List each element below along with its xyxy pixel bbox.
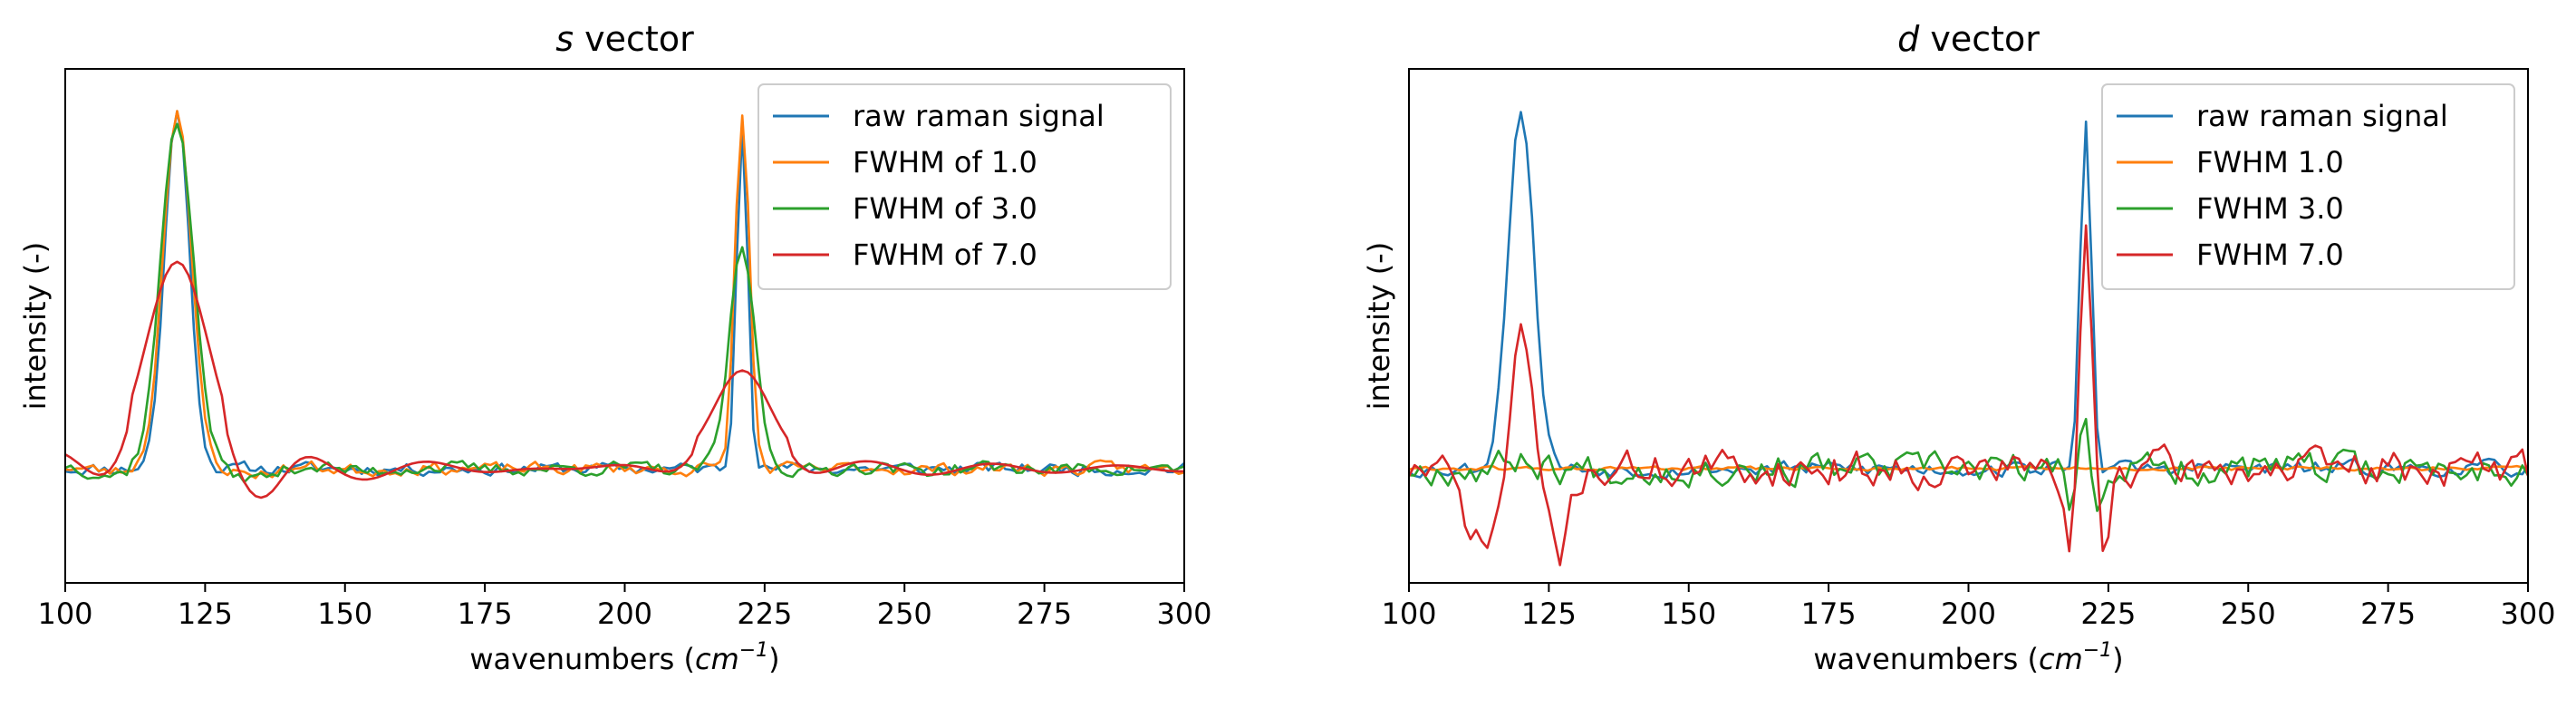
series-line-4 xyxy=(1409,224,2528,567)
legend-box xyxy=(2101,83,2515,290)
plot-area xyxy=(1409,111,2528,567)
x-tick-label: 125 xyxy=(178,596,233,631)
x-tick-label: 150 xyxy=(1661,596,1716,631)
legend-entry-label: FWHM 7.0 xyxy=(2196,238,2344,272)
series-line-4 xyxy=(65,260,1184,499)
x-tick-label: 200 xyxy=(1941,596,1996,631)
legend-entry-label: raw raman signal xyxy=(2196,99,2448,133)
x-tick-label: 175 xyxy=(1801,596,1857,631)
legend-entry-label: FWHM of 1.0 xyxy=(853,145,1037,179)
chart-panel-s-vector: 100 125 150 175 200 225 250 275 300 s vector waven… xyxy=(18,19,1212,676)
x-tick-label: 100 xyxy=(37,596,92,631)
x-tick-label: 100 xyxy=(1381,596,1436,631)
x-tick-label: 250 xyxy=(877,596,932,631)
x-axis-label: wavenumbers (cm−1) xyxy=(1813,639,2123,676)
legend-entry-label: raw raman signal xyxy=(853,99,1105,133)
legend-entry-label: FWHM of 7.0 xyxy=(853,238,1037,272)
x-tick-label: 225 xyxy=(737,596,792,631)
y-axis-label: intensity (-) xyxy=(18,242,53,410)
chart-title: s vector xyxy=(555,19,694,59)
x-tick-label: 275 xyxy=(1017,596,1072,631)
legend: raw raman signal FWHM of 1.0 FWHM of 3.0 FW… xyxy=(757,83,1172,290)
chart-title: d vector xyxy=(1897,19,2040,59)
y-axis-label: intensity (-) xyxy=(1362,242,1396,410)
x-tick-label: 250 xyxy=(2221,596,2276,631)
series-line-3 xyxy=(65,122,1184,484)
x-tick-label: 125 xyxy=(1521,596,1577,631)
x-tick-label: 175 xyxy=(458,596,513,631)
legend-entry-label: FWHM 3.0 xyxy=(2196,191,2344,226)
legend-entry-label: FWHM of 3.0 xyxy=(853,191,1037,226)
series-line-2 xyxy=(1409,464,2528,472)
x-tick-label: 200 xyxy=(597,596,652,631)
legend: raw raman signal FWHM 1.0 FWHM 3.0 FWHM 7.0 xyxy=(2101,83,2515,290)
series-line-3 xyxy=(1409,417,2528,512)
x-axis-label: wavenumbers (cm−1) xyxy=(469,639,779,676)
legend-box xyxy=(757,83,1172,290)
x-tick-label: 275 xyxy=(2360,596,2416,631)
legend-entry-label: FWHM 1.0 xyxy=(2196,145,2344,179)
x-tick-label: 225 xyxy=(2080,596,2136,631)
plot-area xyxy=(65,110,1184,499)
x-tick-label: 150 xyxy=(317,596,372,631)
chart-panel-d-vector: 100 125 150 175 200 225 250 275 300 d vector waven… xyxy=(1362,19,2556,676)
x-tick-label: 300 xyxy=(1156,596,1211,631)
x-tick-label: 300 xyxy=(2500,596,2555,631)
